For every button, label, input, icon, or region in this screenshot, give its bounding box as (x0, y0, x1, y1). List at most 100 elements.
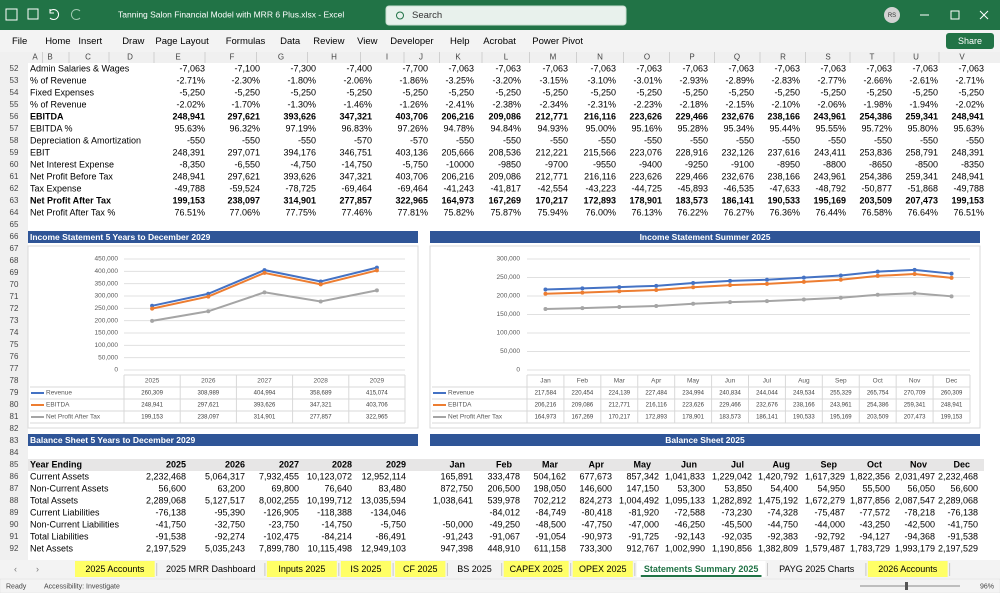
column-header: M (550, 53, 557, 62)
cell-value: 393,626 (283, 171, 316, 181)
x-tick-label: 2029 (370, 378, 385, 385)
column-header: U (913, 53, 919, 62)
data-point (691, 301, 696, 306)
tab-next[interactable]: › (36, 564, 39, 574)
data-point (150, 318, 155, 323)
table-value: 403,706 (366, 403, 388, 409)
sheet-tab[interactable]: CF 2025 (403, 564, 438, 574)
cell-value: -550 (187, 135, 205, 145)
ribbon-tab[interactable]: Insert (78, 36, 102, 47)
sheet-tab[interactable]: 2025 Accounts (85, 564, 145, 574)
column-header: F (230, 53, 235, 62)
status-zoom[interactable]: 96% (980, 583, 994, 590)
cell-value: -1.46% (343, 99, 372, 109)
cell-value: -2.61% (909, 75, 938, 85)
cell-value: -59,524 (229, 183, 260, 193)
ribbon-tab[interactable]: Home (45, 36, 70, 47)
undo-icon[interactable] (49, 9, 59, 20)
redo-icon[interactable] (71, 9, 81, 20)
cell-value: 95.72% (861, 123, 892, 133)
sheet-tab-bg[interactable] (395, 561, 446, 577)
sheet-tab-bg[interactable] (75, 561, 155, 577)
data-point (875, 292, 880, 297)
cell-value: 208,536 (488, 147, 521, 157)
cell-value: 7,932,455 (259, 471, 299, 481)
column-header: T (870, 53, 875, 62)
sheet-tab[interactable]: 2025 MRR Dashboard (166, 564, 256, 574)
cell-value: -95,390 (214, 507, 245, 517)
ribbon-tab[interactable]: Acrobat (483, 36, 516, 47)
ribbon-tab[interactable]: View (357, 36, 378, 47)
x-tick-label: 2026 (201, 378, 216, 385)
ribbon-tab[interactable]: Page Layout (155, 36, 209, 47)
sheet-tab-bg[interactable] (636, 561, 766, 577)
data-point (691, 285, 696, 290)
sheet-tab-bg[interactable] (867, 561, 948, 577)
sheet-tab-bg[interactable] (572, 561, 633, 577)
row-number: 55 (10, 100, 19, 109)
sheet-tab[interactable]: CAPEX 2025 (510, 564, 563, 574)
section-title-bar (430, 434, 980, 446)
cell-value: -46,535 (723, 183, 754, 193)
header-cell: Aug (773, 459, 791, 469)
sheet-tab-bg[interactable] (503, 561, 569, 577)
cell-value: 297,621 (227, 171, 260, 181)
cell-value: -92,143 (674, 531, 705, 541)
row-number: 75 (10, 340, 19, 349)
ribbon-tab[interactable]: Developer (390, 36, 433, 47)
save-icon[interactable] (27, 8, 39, 20)
header-cell: Jul (731, 459, 744, 469)
user-avatar[interactable] (884, 7, 900, 23)
sheet-tab-bg[interactable] (266, 561, 337, 577)
share-button[interactable] (946, 33, 994, 49)
ribbon-tab[interactable]: Help (450, 36, 470, 47)
table-value: 260,309 (941, 391, 963, 397)
cell-value: 504,162 (533, 471, 566, 481)
data-point (580, 306, 585, 311)
ribbon-tab[interactable]: Formulas (226, 36, 266, 47)
search-box[interactable] (385, 5, 627, 26)
zoom-thumb[interactable] (905, 582, 908, 590)
cell-value: -14,750 (321, 519, 352, 529)
cell-value: -5,250 (820, 87, 846, 97)
sheet-tab[interactable]: BS 2025 (457, 564, 492, 574)
close-button[interactable] (979, 10, 989, 20)
status-mode: Ready (6, 583, 27, 590)
sheet-tab[interactable]: OPEX 2025 (579, 564, 627, 574)
cell-value: 2,087,547 (895, 495, 935, 505)
restore-button[interactable] (950, 10, 960, 20)
sheet-tab[interactable]: PAYG 2025 Charts (779, 564, 855, 574)
ribbon-tab[interactable]: Data (280, 36, 301, 47)
sheet-tab-bg[interactable] (340, 561, 392, 577)
ribbon-tab[interactable]: Review (313, 36, 344, 47)
status-accessibility[interactable]: Accessibility: Investigate (44, 583, 120, 590)
ribbon-tab[interactable]: File (12, 36, 27, 47)
cell-value: 243,411 (814, 147, 846, 157)
row-number: 79 (10, 388, 19, 397)
cell-value: -91,243 (442, 531, 473, 541)
row-label: Total Assets (30, 495, 79, 505)
table-value: 308,989 (197, 391, 219, 397)
cell-value: 76.27% (723, 207, 754, 217)
sheet-tab[interactable]: 2026 Accounts (878, 564, 938, 574)
legend-label: Net Profit After Tax (46, 414, 101, 421)
cell-value: 95.34% (723, 123, 754, 133)
data-point (543, 287, 548, 292)
ribbon-tab[interactable]: Draw (122, 36, 144, 47)
row-number: 69 (10, 268, 19, 277)
data-point (543, 306, 548, 311)
ribbon-tab[interactable]: Power Pivot (532, 36, 583, 47)
data-point (262, 268, 267, 273)
search-placeholder: Search (412, 10, 442, 21)
cell-value: -23,750 (268, 519, 299, 529)
header-cell: 2025 (166, 459, 186, 469)
cell-value: 69,800 (271, 483, 299, 493)
sheet-tab[interactable]: Statements Summary 2025 (644, 564, 759, 574)
x-tick-label: 2025 (145, 378, 160, 385)
cell-value: -91,067 (489, 531, 520, 541)
sheet-tab[interactable]: IS 2025 (350, 564, 381, 574)
cell-value: -77,572 (859, 507, 890, 517)
sheet-tab[interactable]: Inputs 2025 (278, 564, 325, 574)
tab-prev[interactable]: ‹ (14, 564, 17, 574)
